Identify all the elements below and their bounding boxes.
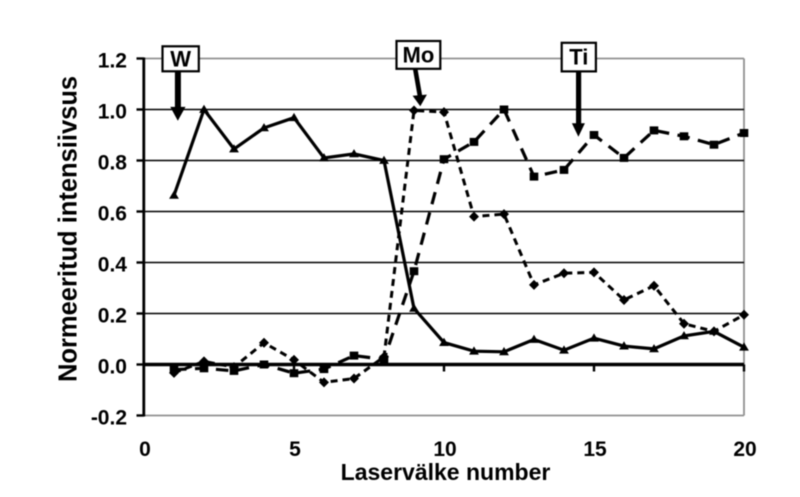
svg-text:Laservälke number: Laservälke number xyxy=(341,459,551,485)
svg-text:20: 20 xyxy=(733,438,756,461)
svg-text:0.6: 0.6 xyxy=(98,203,127,226)
svg-text:0.2: 0.2 xyxy=(98,305,127,328)
svg-text:15: 15 xyxy=(583,438,607,461)
svg-text:0.8: 0.8 xyxy=(98,152,128,175)
svg-text:0: 0 xyxy=(139,438,151,461)
svg-text:0.0: 0.0 xyxy=(98,356,127,379)
svg-text:Ti: Ti xyxy=(569,45,588,70)
svg-text:Normeeritud intensiivsus: Normeeritud intensiivsus xyxy=(55,76,83,382)
svg-text:1.2: 1.2 xyxy=(98,50,127,73)
svg-text:W: W xyxy=(170,46,191,71)
svg-text:5: 5 xyxy=(289,438,301,461)
svg-text:Mo: Mo xyxy=(403,43,435,68)
svg-text:10: 10 xyxy=(433,438,456,461)
svg-text:0.4: 0.4 xyxy=(98,254,128,277)
svg-text:-0.2: -0.2 xyxy=(91,407,127,430)
svg-text:1.0: 1.0 xyxy=(98,101,127,124)
